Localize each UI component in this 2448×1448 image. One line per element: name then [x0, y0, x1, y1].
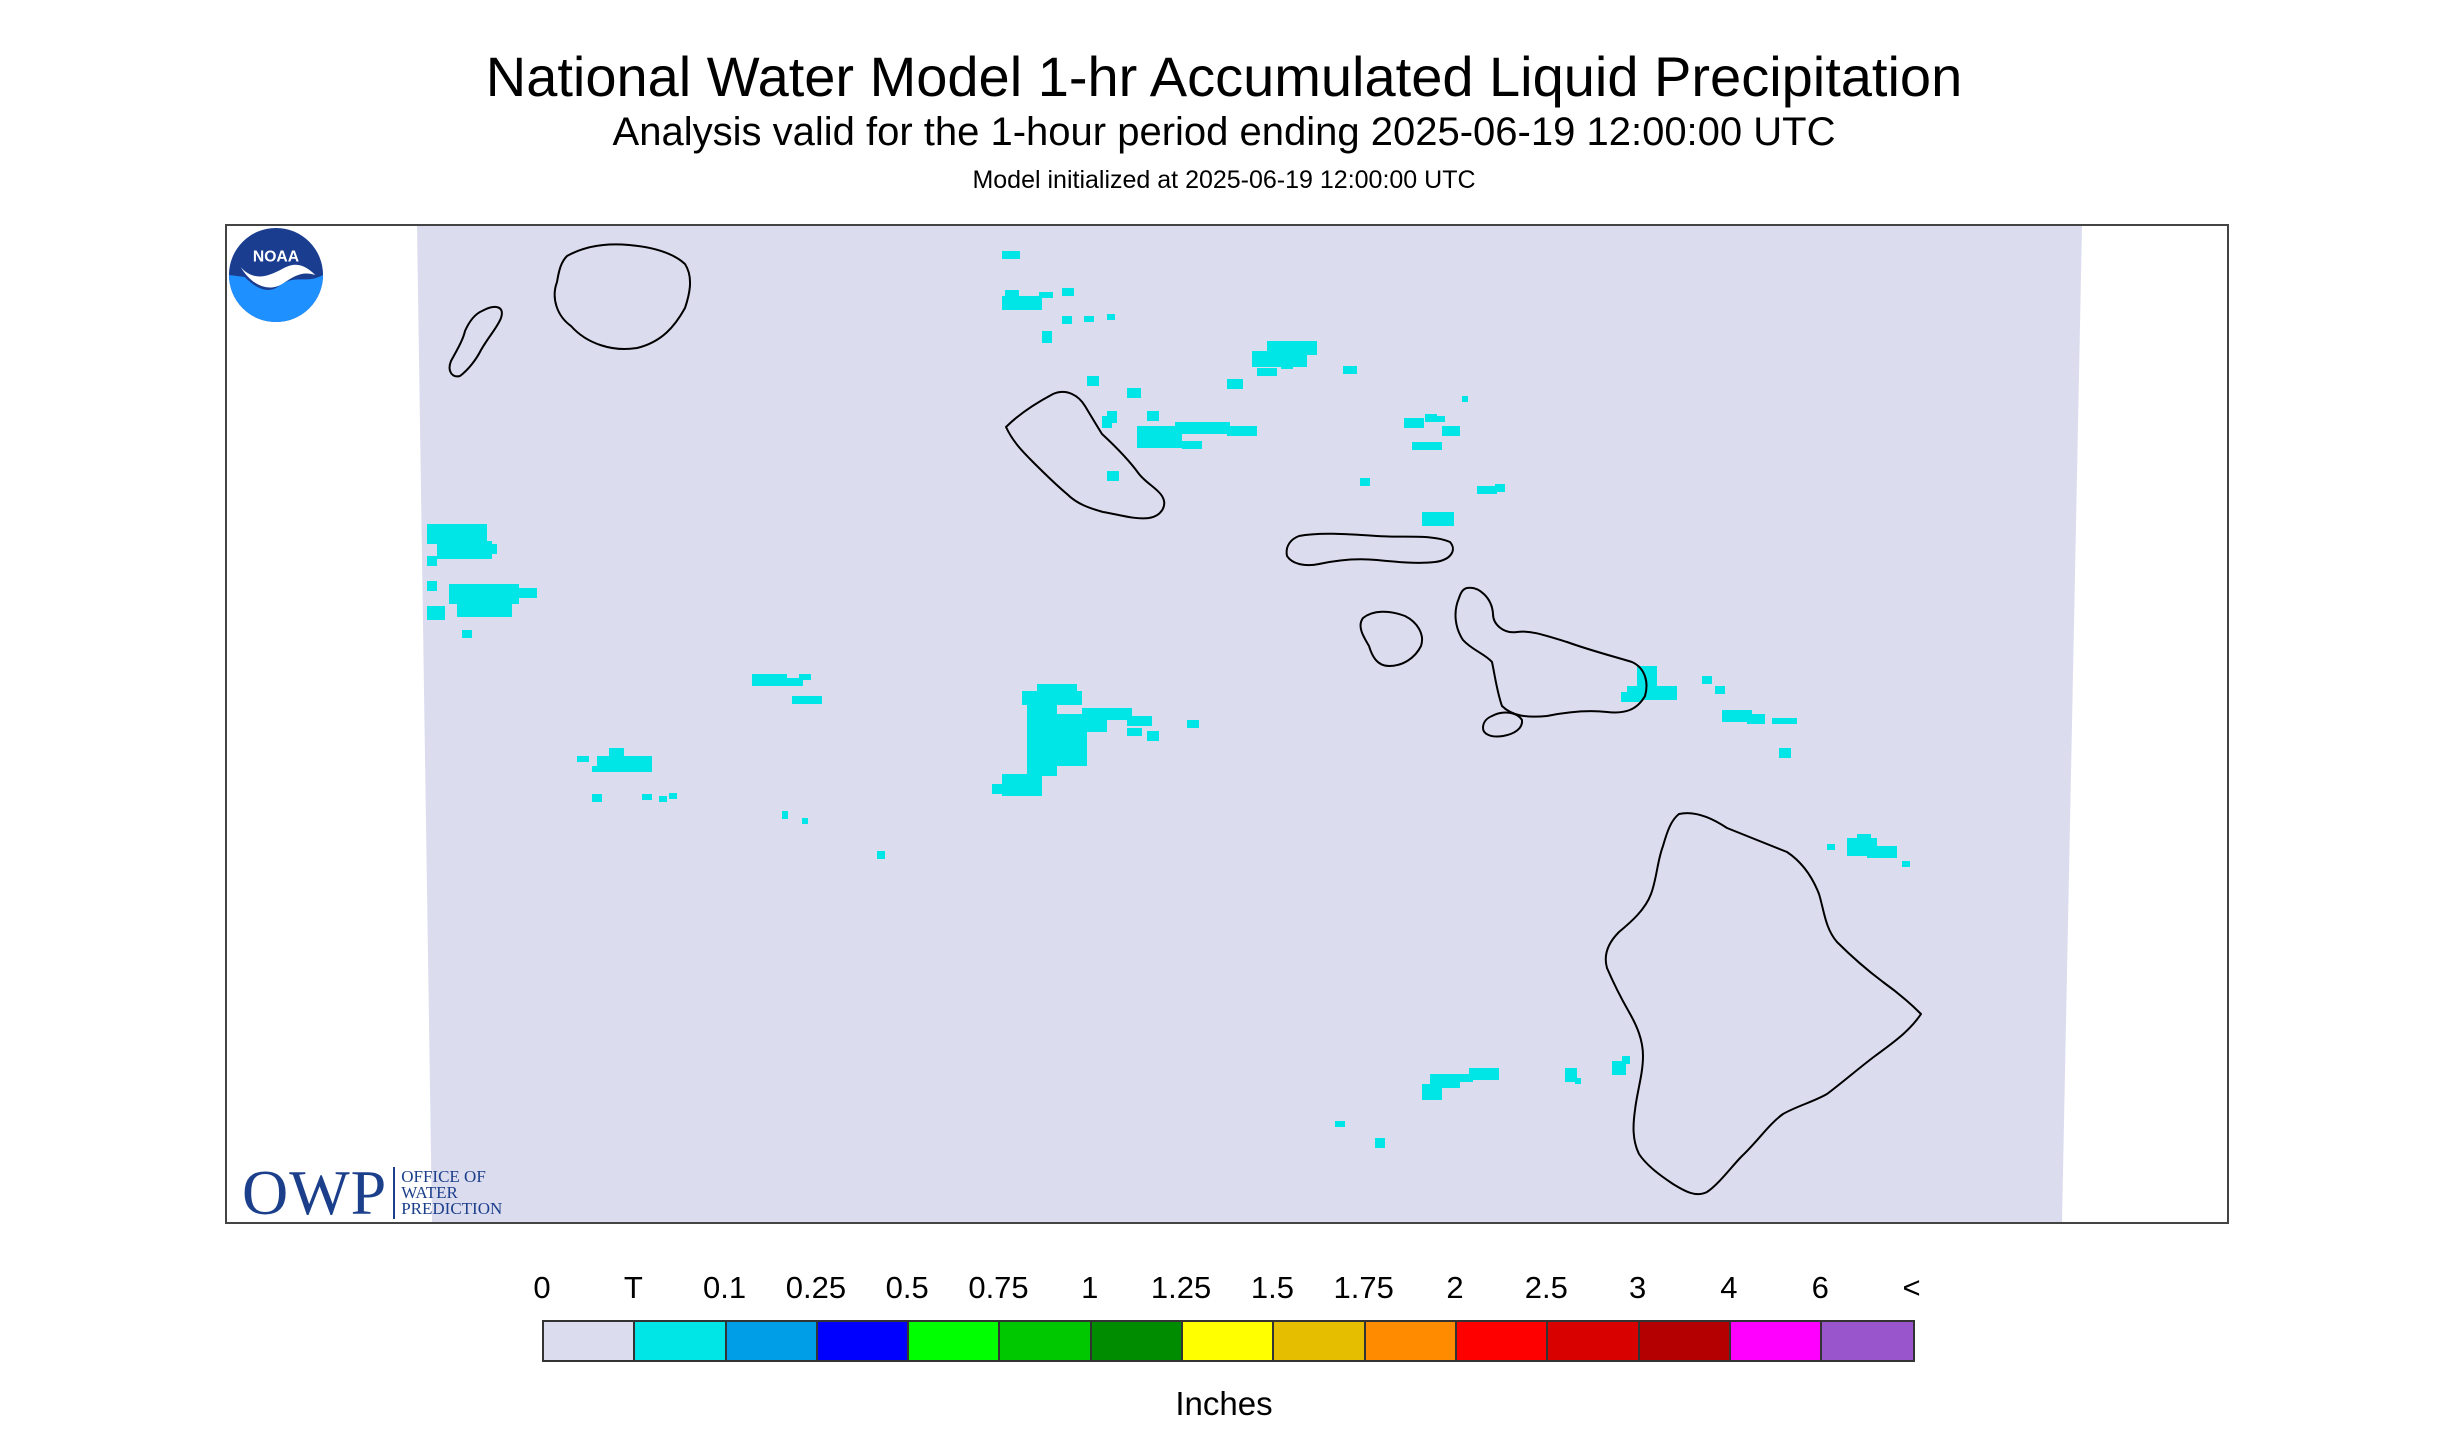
owp-logo-text: OFFICE OF WATER PREDICTION — [401, 1167, 503, 1218]
legend-tick-label: 1.5 — [1250, 1270, 1294, 1305]
legend-tick-label: 1.75 — [1333, 1270, 1394, 1305]
coast-niihau — [448, 305, 503, 378]
legend-swatch — [817, 1322, 910, 1360]
legend-units-label: Inches — [1175, 1385, 1273, 1422]
coast-kahoolawe — [1482, 711, 1524, 738]
coast-big-island — [1604, 812, 1922, 1196]
legend-tick-label: 2 — [1446, 1270, 1464, 1305]
coast-maui — [1454, 586, 1648, 718]
legend-swatch — [635, 1322, 727, 1360]
legend-swatch — [1822, 1322, 1914, 1360]
legend-swatch — [1548, 1322, 1640, 1360]
legend-swatch — [1456, 1322, 1549, 1360]
owp-logo-mark: OWP — [242, 1157, 388, 1224]
coast-oahu — [1005, 390, 1166, 520]
legend-tick-label: < — [1902, 1270, 1921, 1305]
legend-tick-label: 2.5 — [1524, 1270, 1568, 1305]
legend-swatch — [1000, 1322, 1092, 1360]
map-title: National Water Model 1-hr Accumulated Li… — [485, 45, 1963, 108]
legend-tick-label: T — [623, 1270, 643, 1305]
legend-swatch — [1365, 1322, 1457, 1360]
owp-logo-divider — [393, 1167, 396, 1219]
noaa-logo: NOAA — [228, 227, 324, 323]
model-init-text: Model initialized at 2025-06-19 12:00:00… — [972, 166, 1476, 194]
legend-swatch — [909, 1322, 1001, 1360]
noaa-logo-text: NOAA — [253, 248, 299, 265]
legend-color-bar — [542, 1320, 1916, 1362]
legend-tick-label: 4 — [1720, 1270, 1738, 1305]
legend-tick-label: 0.5 — [885, 1270, 929, 1305]
coastlines — [448, 243, 1922, 1196]
coast-molokai — [1285, 532, 1454, 567]
map-subtitle: Analysis valid for the 1-hour period end… — [612, 110, 1836, 154]
precip-trace-cells — [427, 251, 1910, 1148]
legend-tick-labels: 0 T 0.1 0.25 0.5 0.75 1 1.25 1.5 1.75 2 2.5 3 4 6 < — [0, 1270, 2448, 1310]
owp-logo: OWP OFFICE OF WATER PREDICTION — [242, 1156, 503, 1224]
hawaii-precip-map — [227, 226, 2082, 1222]
legend-tick-label: 0.25 — [785, 1270, 847, 1305]
legend-swatch — [1091, 1322, 1184, 1360]
legend-swatch — [1730, 1322, 1823, 1360]
precip-map-panel: OWP OFFICE OF WATER PREDICTION NOAA — [225, 224, 2229, 1224]
legend-swatch — [1183, 1322, 1275, 1360]
legend-tick-label: 0 — [533, 1270, 551, 1305]
legend-tick-label: 0.75 — [968, 1270, 1029, 1305]
model-domain-fill — [417, 226, 2082, 1222]
legend-tick-label: 1.25 — [1150, 1270, 1212, 1305]
legend-tick-label: 1 — [1081, 1270, 1099, 1305]
coast-kauai — [553, 243, 692, 350]
legend-tick-label: 3 — [1628, 1270, 1647, 1305]
legend-swatch — [1274, 1322, 1366, 1360]
legend-swatch — [544, 1322, 636, 1360]
legend-tick-label: 6 — [1811, 1270, 1829, 1305]
coast-lanai — [1359, 610, 1423, 667]
legend-swatch — [726, 1322, 818, 1360]
legend-swatch — [1639, 1322, 1731, 1360]
legend-tick-label: 0.1 — [703, 1270, 747, 1305]
